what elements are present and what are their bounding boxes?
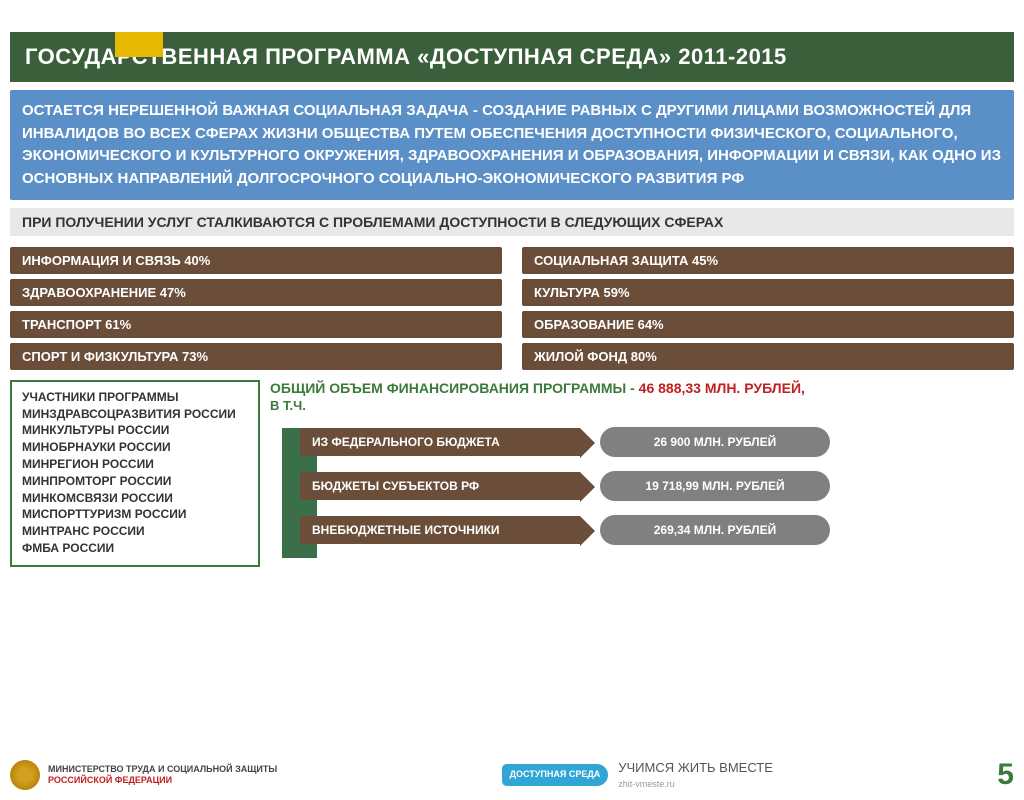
participant-item: ФМБА РОССИИ	[22, 540, 248, 557]
center-logo: ДОСТУПНАЯ СРЕДА УЧИМСЯ ЖИТЬ ВМЕСТЕ zhit-…	[502, 760, 773, 790]
intro-box: ОСТАЕТСЯ НЕРЕШЕННОЙ ВАЖНАЯ СОЦИАЛЬНАЯ ЗА…	[10, 90, 1014, 200]
participant-item: МИСПОРТТУРИЗМ РОССИИ	[22, 506, 248, 523]
participant-item: МИНПРОМТОРГ РОССИИ	[22, 473, 248, 490]
participant-item: МИНТРАНС РОССИИ	[22, 523, 248, 540]
spheres-columns: ИНФОРМАЦИЯ И СВЯЗЬ 40% ЗДРАВООХРАНЕНИЕ 4…	[10, 242, 1014, 370]
funding-title-red: 46 888,33 МЛН. РУБЛЕЙ,	[639, 380, 805, 396]
ds-badge: ДОСТУПНАЯ СРЕДА	[502, 764, 609, 786]
participant-item: МИНЗДРАВСОЦРАЗВИТИЯ РОССИИ	[22, 406, 248, 423]
sphere-bar: ТРАНСПОРТ 61%	[10, 311, 502, 338]
funding-title-green: ОБЩИЙ ОБЪЕМ ФИНАНСИРОВАНИЯ ПРОГРАММЫ -	[270, 380, 639, 396]
learn-sub: zhit-vmeste.ru	[618, 779, 675, 789]
funding-amount: 269,34 МЛН. РУБЛЕЙ	[600, 515, 830, 545]
accent-bar	[115, 32, 163, 57]
funding-section: ОБЩИЙ ОБЪЕМ ФИНАНСИРОВАНИЯ ПРОГРАММЫ - 4…	[270, 380, 1014, 567]
funding-row: ВНЕБЮДЖЕТНЫЕ ИСТОЧНИКИ 269,34 МЛН. РУБЛЕ…	[300, 515, 1014, 545]
participant-item: МИНКУЛЬТУРЫ РОССИИ	[22, 422, 248, 439]
left-col: ИНФОРМАЦИЯ И СВЯЗЬ 40% ЗДРАВООХРАНЕНИЕ 4…	[10, 242, 502, 370]
sphere-bar: КУЛЬТУРА 59%	[522, 279, 1014, 306]
participant-item: МИНРЕГИОН РОССИИ	[22, 456, 248, 473]
sphere-bar: СОЦИАЛЬНАЯ ЗАЩИТА 45%	[522, 247, 1014, 274]
footer: МИНИСТЕРСТВО ТРУДА И СОЦИАЛЬНОЙ ЗАЩИТЫ Р…	[10, 758, 1014, 792]
sphere-bar: ЗДРАВООХРАНЕНИЕ 47%	[10, 279, 502, 306]
section-heading: ПРИ ПОЛУЧЕНИИ УСЛУГ СТАЛКИВАЮТСЯ С ПРОБЛ…	[10, 208, 1014, 236]
funding-row: БЮДЖЕТЫ СУБЪЕКТОВ РФ 19 718,99 МЛН. РУБЛ…	[300, 471, 1014, 501]
emblem-icon	[10, 760, 40, 790]
sphere-bar: ИНФОРМАЦИЯ И СВЯЗЬ 40%	[10, 247, 502, 274]
sphere-bar: ОБРАЗОВАНИЕ 64%	[522, 311, 1014, 338]
participants-title: УЧАСТНИКИ ПРОГРАММЫ	[22, 390, 248, 406]
funding-source: ИЗ ФЕДЕРАЛЬНОГО БЮДЖЕТА	[300, 428, 580, 456]
participants-box: УЧАСТНИКИ ПРОГРАММЫ МИНЗДРАВСОЦРАЗВИТИЯ …	[10, 380, 260, 567]
page-number: 5	[997, 758, 1014, 792]
funding-amount: 26 900 МЛН. РУБЛЕЙ	[600, 427, 830, 457]
ministry-logo: МИНИСТЕРСТВО ТРУДА И СОЦИАЛЬНОЙ ЗАЩИТЫ Р…	[10, 760, 277, 790]
funding-title: ОБЩИЙ ОБЪЕМ ФИНАНСИРОВАНИЯ ПРОГРАММЫ - 4…	[270, 380, 1014, 396]
ministry-text: МИНИСТЕРСТВО ТРУДА И СОЦИАЛЬНОЙ ЗАЩИТЫ Р…	[48, 764, 277, 786]
funding-source: ВНЕБЮДЖЕТНЫЕ ИСТОЧНИКИ	[300, 516, 580, 544]
participant-item: МИНКОМСВЯЗИ РОССИИ	[22, 490, 248, 507]
learn-text: УЧИМСЯ ЖИТЬ ВМЕСТЕ zhit-vmeste.ru	[618, 760, 773, 790]
funding-amount: 19 718,99 МЛН. РУБЛЕЙ	[600, 471, 830, 501]
participant-item: МИНОБРНАУКИ РОССИИ	[22, 439, 248, 456]
ministry-line2: РОССИЙСКОЙ ФЕДЕРАЦИИ	[48, 775, 277, 786]
sphere-bar: СПОРТ И ФИЗКУЛЬТУРА 73%	[10, 343, 502, 370]
lower-section: УЧАСТНИКИ ПРОГРАММЫ МИНЗДРАВСОЦРАЗВИТИЯ …	[10, 380, 1014, 567]
funding-source: БЮДЖЕТЫ СУБЪЕКТОВ РФ	[300, 472, 580, 500]
funding-row: ИЗ ФЕДЕРАЛЬНОГО БЮДЖЕТА 26 900 МЛН. РУБЛ…	[300, 427, 1014, 457]
ministry-line1: МИНИСТЕРСТВО ТРУДА И СОЦИАЛЬНОЙ ЗАЩИТЫ	[48, 764, 277, 775]
sphere-bar: ЖИЛОЙ ФОНД 80%	[522, 343, 1014, 370]
funding-sub: В Т.Ч.	[270, 398, 1014, 413]
right-col: СОЦИАЛЬНАЯ ЗАЩИТА 45% КУЛЬТУРА 59% ОБРАЗ…	[522, 242, 1014, 370]
